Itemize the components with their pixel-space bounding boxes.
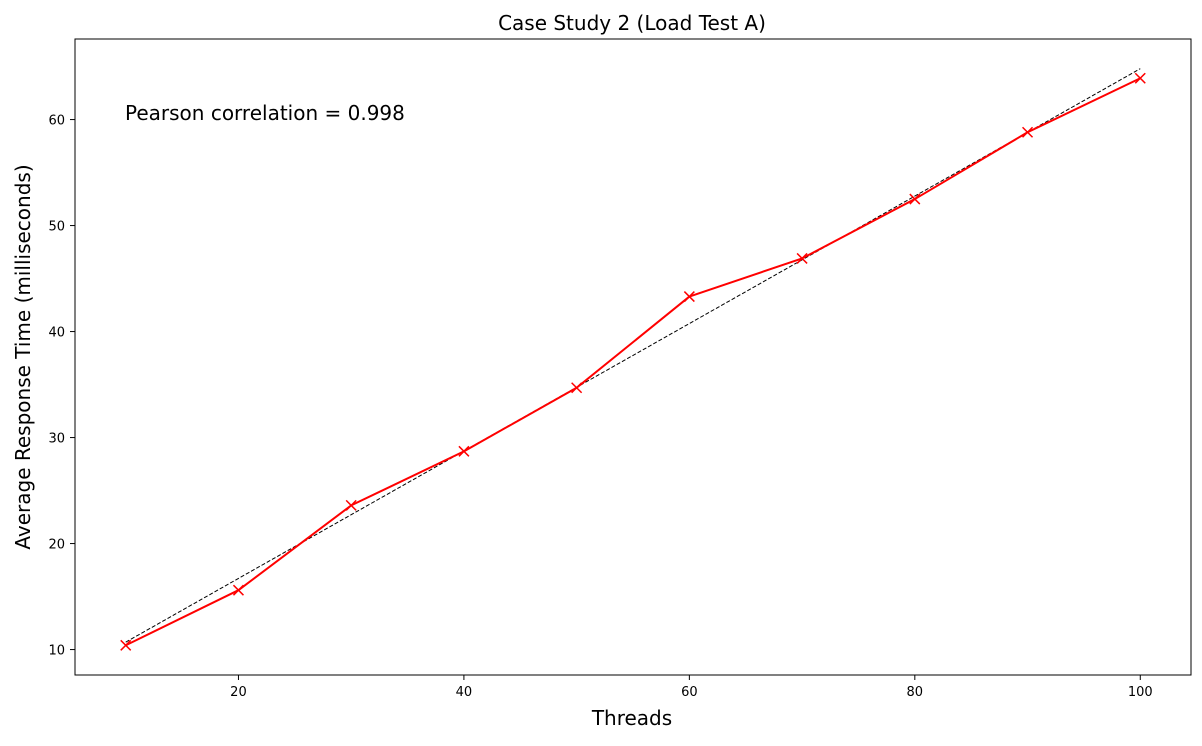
x-tick-label: 40	[456, 685, 473, 700]
plot-area: 20 40 60 80 100 10 20 30 40 50 60	[48, 38, 1192, 700]
y-tick-label: 50	[48, 220, 65, 235]
data-point-marker	[1022, 126, 1034, 138]
x-axis-label: Threads	[591, 706, 672, 730]
x-tick-label: 20	[230, 685, 247, 700]
data-point-marker	[345, 499, 357, 511]
y-tick-label: 10	[48, 644, 65, 659]
correlation-annotation: Pearson correlation = 0.998	[125, 101, 405, 125]
plot-frame	[74, 38, 1192, 676]
data-point-marker	[683, 291, 695, 303]
x-tick-label: 80	[907, 685, 924, 700]
y-tick-label: 20	[48, 538, 65, 553]
y-tick-label: 40	[48, 326, 65, 341]
data-point-marker	[796, 252, 808, 264]
data-point-marker	[232, 584, 244, 596]
data-point-marker	[909, 193, 921, 205]
data-point-marker	[1134, 72, 1146, 84]
y-tick-label: 30	[48, 432, 65, 447]
series-line	[125, 77, 1141, 647]
data-point-marker	[458, 445, 470, 457]
x-tick-label: 100	[1128, 685, 1153, 700]
y-tick-label: 60	[48, 114, 65, 129]
data-point-marker	[120, 639, 132, 651]
y-axis-label: Average Response Time (milliseconds)	[11, 164, 35, 549]
data-point-marker	[571, 382, 583, 394]
chart-title: Case Study 2 (Load Test A)	[498, 11, 766, 35]
x-tick-label: 60	[681, 685, 698, 700]
